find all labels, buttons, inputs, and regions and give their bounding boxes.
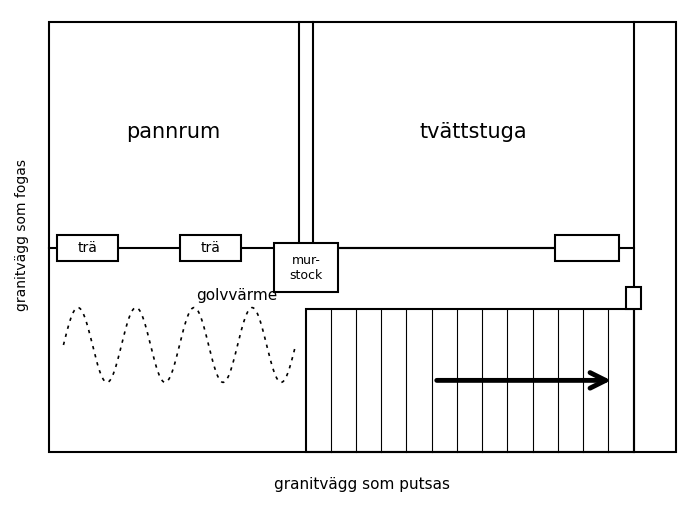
Text: granitvägg som fogas: granitvägg som fogas <box>15 159 29 311</box>
Text: mur-
stock: mur- stock <box>289 254 323 282</box>
Bar <box>305 309 634 452</box>
Text: trä: trä <box>201 241 220 255</box>
Text: pannrum: pannrum <box>127 122 220 142</box>
Text: golvvärme: golvvärme <box>196 288 277 303</box>
Bar <box>554 235 619 261</box>
Bar <box>57 235 118 261</box>
Bar <box>274 243 338 293</box>
Bar <box>180 235 242 261</box>
Text: tvättstuga: tvättstuga <box>420 122 527 142</box>
Text: trä: trä <box>77 241 97 255</box>
Bar <box>626 287 641 309</box>
Text: granitvägg som putsas: granitvägg som putsas <box>274 477 450 492</box>
Bar <box>48 22 676 452</box>
